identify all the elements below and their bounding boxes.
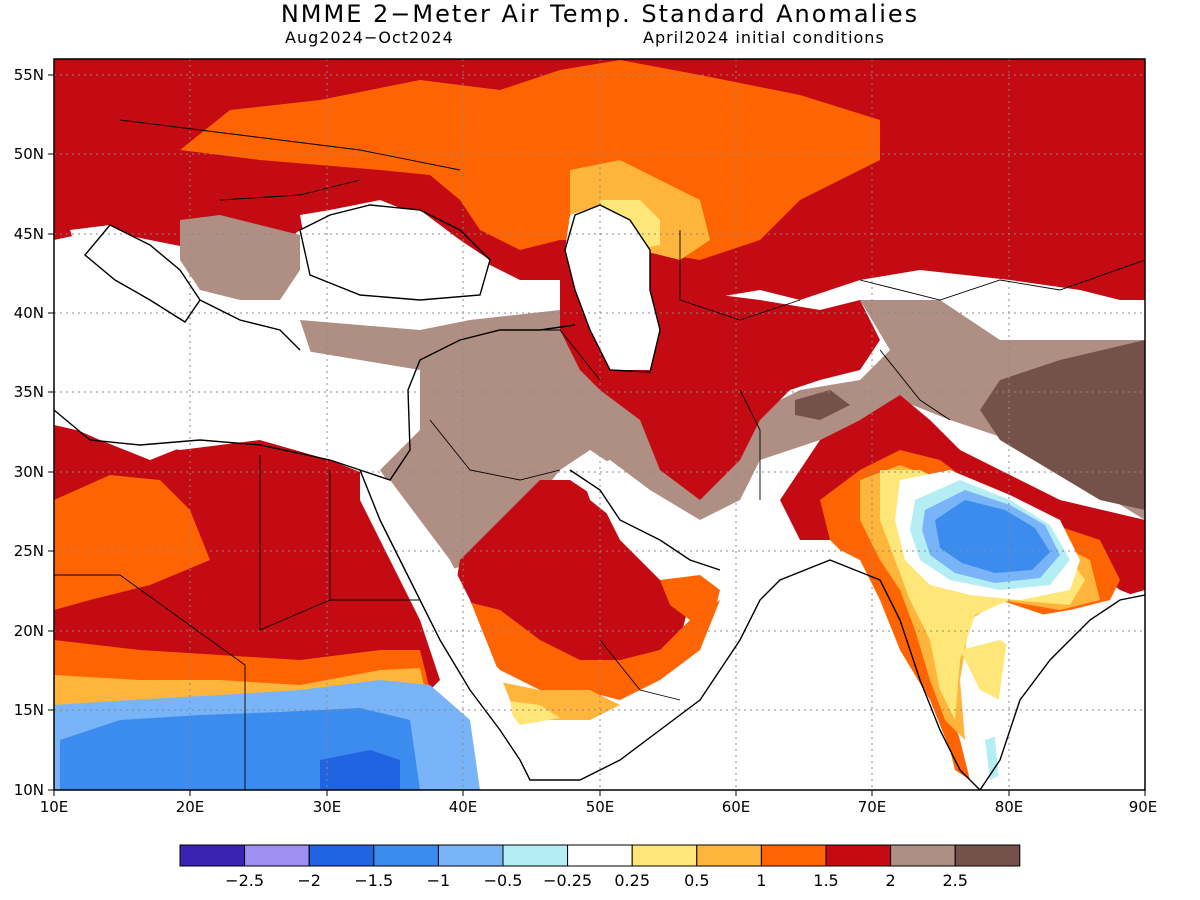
y-tick-labels: 10N 15N 20N 25N 30N 35N 40N 45N 50N 55N bbox=[14, 66, 44, 799]
region-yemen-yellow bbox=[500, 700, 560, 725]
region-sudan-cold bbox=[320, 750, 400, 790]
borders bbox=[54, 119, 1145, 790]
color-bar-label: 0.5 bbox=[684, 871, 709, 890]
x-tick-label: 30E bbox=[313, 798, 342, 816]
initial-conditions: April2024 initial conditions bbox=[643, 28, 885, 47]
y-tick-label: 15N bbox=[14, 701, 44, 719]
region-tibet-brown bbox=[980, 340, 1145, 510]
axis-ticks bbox=[48, 74, 1146, 796]
x-tick-label: 90E bbox=[1129, 798, 1158, 816]
color-bar-label: −2 bbox=[297, 871, 321, 890]
x-tick-label: 40E bbox=[449, 798, 478, 816]
mask-bay-of-bengal bbox=[995, 590, 1145, 790]
x-tick-label: 10E bbox=[40, 798, 69, 816]
y-tick-label: 25N bbox=[14, 542, 44, 560]
color-bar-swatch bbox=[502, 844, 569, 867]
color-bar-swatch bbox=[631, 844, 698, 867]
x-tick-labels: 10E 20E 30E 40E 50E 60E 70E 80E 90E bbox=[40, 798, 1158, 816]
color-bar-label: −2.5 bbox=[225, 871, 264, 890]
y-tick-label: 40N bbox=[14, 304, 44, 322]
color-bar-label: 2.5 bbox=[942, 871, 967, 890]
region-iran-brown bbox=[795, 390, 850, 420]
anomaly-fields bbox=[54, 59, 1145, 790]
mask-caspian bbox=[565, 205, 660, 370]
color-bar-swatch bbox=[373, 844, 439, 867]
color-bar-label: 1 bbox=[756, 871, 766, 890]
color-bar-swatch bbox=[179, 844, 246, 867]
y-tick-label: 10N bbox=[14, 781, 44, 799]
color-bar-swatch bbox=[308, 844, 375, 867]
color-bar-label: −1 bbox=[427, 871, 451, 890]
color-bar-swatch bbox=[437, 844, 504, 867]
x-tick-label: 60E bbox=[722, 798, 751, 816]
x-tick-label: 20E bbox=[176, 798, 205, 816]
region-orange-north bbox=[180, 60, 880, 260]
color-bar-swatch bbox=[954, 844, 1021, 867]
color-bar-swatch bbox=[890, 844, 956, 867]
mask-arabian-sea bbox=[520, 540, 960, 790]
color-bar-labels: −2.5 −2 −1.5 −1 −0.5 −0.25 0.25 0.5 1 1.5 2 2.5 bbox=[225, 871, 968, 890]
mask-mediterranean bbox=[54, 290, 420, 470]
forecast-period: Aug2024−Oct2024 bbox=[285, 28, 454, 47]
x-tick-label: 50E bbox=[586, 798, 615, 816]
region-india-cooler bbox=[935, 500, 1050, 573]
color-bar-label: 0.25 bbox=[614, 871, 650, 890]
coastlines bbox=[54, 204, 1145, 790]
region-africa-orange bbox=[54, 475, 210, 610]
y-tick-label: 30N bbox=[14, 463, 44, 481]
x-tick-label: 80E bbox=[995, 798, 1024, 816]
map-grid bbox=[54, 59, 1145, 790]
color-bar-label: 2 bbox=[886, 871, 896, 890]
y-tick-label: 20N bbox=[14, 622, 44, 640]
color-bar-swatch bbox=[825, 844, 892, 867]
color-bar-swatch bbox=[696, 844, 762, 867]
color-bar-label: −0.5 bbox=[484, 871, 523, 890]
mask-persian-gulf bbox=[580, 460, 720, 560]
color-bar-label: −0.25 bbox=[543, 871, 592, 890]
y-tick-label: 50N bbox=[14, 145, 44, 163]
region-oman-orange bbox=[660, 575, 720, 620]
mask-italy bbox=[70, 225, 200, 320]
color-bar bbox=[179, 844, 1021, 867]
mask-black-sea bbox=[300, 205, 490, 300]
region-indus-warm bbox=[780, 395, 1145, 600]
map-title: NMME 2−Meter Air Temp. Standard Anomalie… bbox=[280, 0, 920, 28]
y-tick-label: 45N bbox=[14, 225, 44, 243]
color-bar-swatch bbox=[567, 844, 633, 867]
color-bar-label: −1.5 bbox=[354, 871, 393, 890]
y-tick-label: 35N bbox=[14, 383, 44, 401]
color-bar-label: 1.5 bbox=[813, 871, 838, 890]
y-tick-label: 55N bbox=[14, 66, 44, 84]
region-balkans-tan bbox=[180, 215, 300, 300]
x-tick-label: 70E bbox=[858, 798, 887, 816]
color-bar-swatch bbox=[244, 844, 310, 867]
color-bar-swatch bbox=[760, 844, 827, 867]
region-arabia-orange bbox=[460, 600, 720, 700]
